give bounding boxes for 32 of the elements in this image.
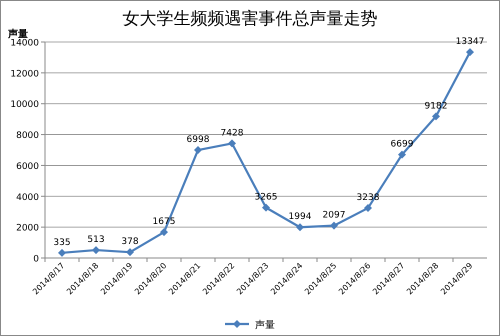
data-label: 7428: [220, 128, 244, 138]
data-label: 1994: [288, 212, 312, 222]
point: [364, 204, 372, 212]
y-tick-label: 6000: [16, 162, 40, 172]
y-tick-label: 14000: [10, 38, 40, 48]
point: [466, 48, 474, 56]
point: [160, 228, 168, 236]
point: [194, 146, 202, 154]
point: [262, 204, 270, 212]
y-tick-label: 12000: [10, 69, 40, 80]
data-label: 2097: [322, 210, 346, 221]
legend-label: 声量: [255, 319, 275, 331]
data-label: 513: [87, 235, 105, 246]
point: [92, 246, 100, 254]
data-label: 378: [121, 237, 139, 248]
chart-title: 女大学生频频遇害事件总声量走势: [122, 9, 378, 29]
data-label: 335: [53, 238, 71, 248]
y-tick-label: 10000: [10, 100, 40, 110]
y-tick-label: 8000: [16, 131, 40, 142]
data-label: 6998: [186, 135, 210, 146]
point: [58, 248, 66, 257]
point: [398, 150, 406, 159]
point: [330, 222, 338, 230]
point: [296, 223, 304, 232]
y-tick-label: 0: [33, 254, 40, 264]
y-tick-label: 2000: [16, 224, 40, 234]
y-axis-title: 声量: [7, 28, 28, 40]
point: [126, 248, 134, 256]
data-label: 13347: [456, 37, 484, 48]
point: [228, 139, 236, 148]
point: [432, 112, 440, 120]
y-tick-label: 4000: [16, 192, 40, 203]
